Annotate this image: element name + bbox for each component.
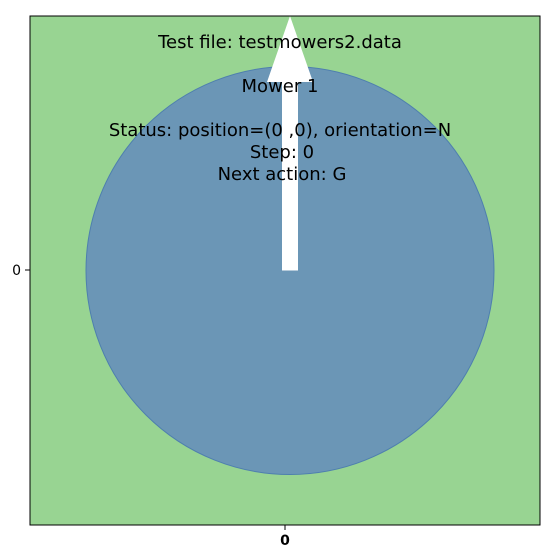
step-label: Step: 0 [250, 142, 314, 163]
plot-frame [29, 15, 541, 526]
x-tick-label: 0 [280, 533, 290, 549]
y-tick-label: 0 [12, 263, 21, 279]
mower-name-label: Mower 1 [242, 76, 319, 97]
test-file-label: Test file: testmowers2.data [157, 32, 402, 53]
next-action-label: Next action: G [218, 164, 347, 185]
status-label: Status: position=(0 ,0), orientation=N [109, 120, 451, 141]
orientation-arrow [267, 16, 313, 271]
